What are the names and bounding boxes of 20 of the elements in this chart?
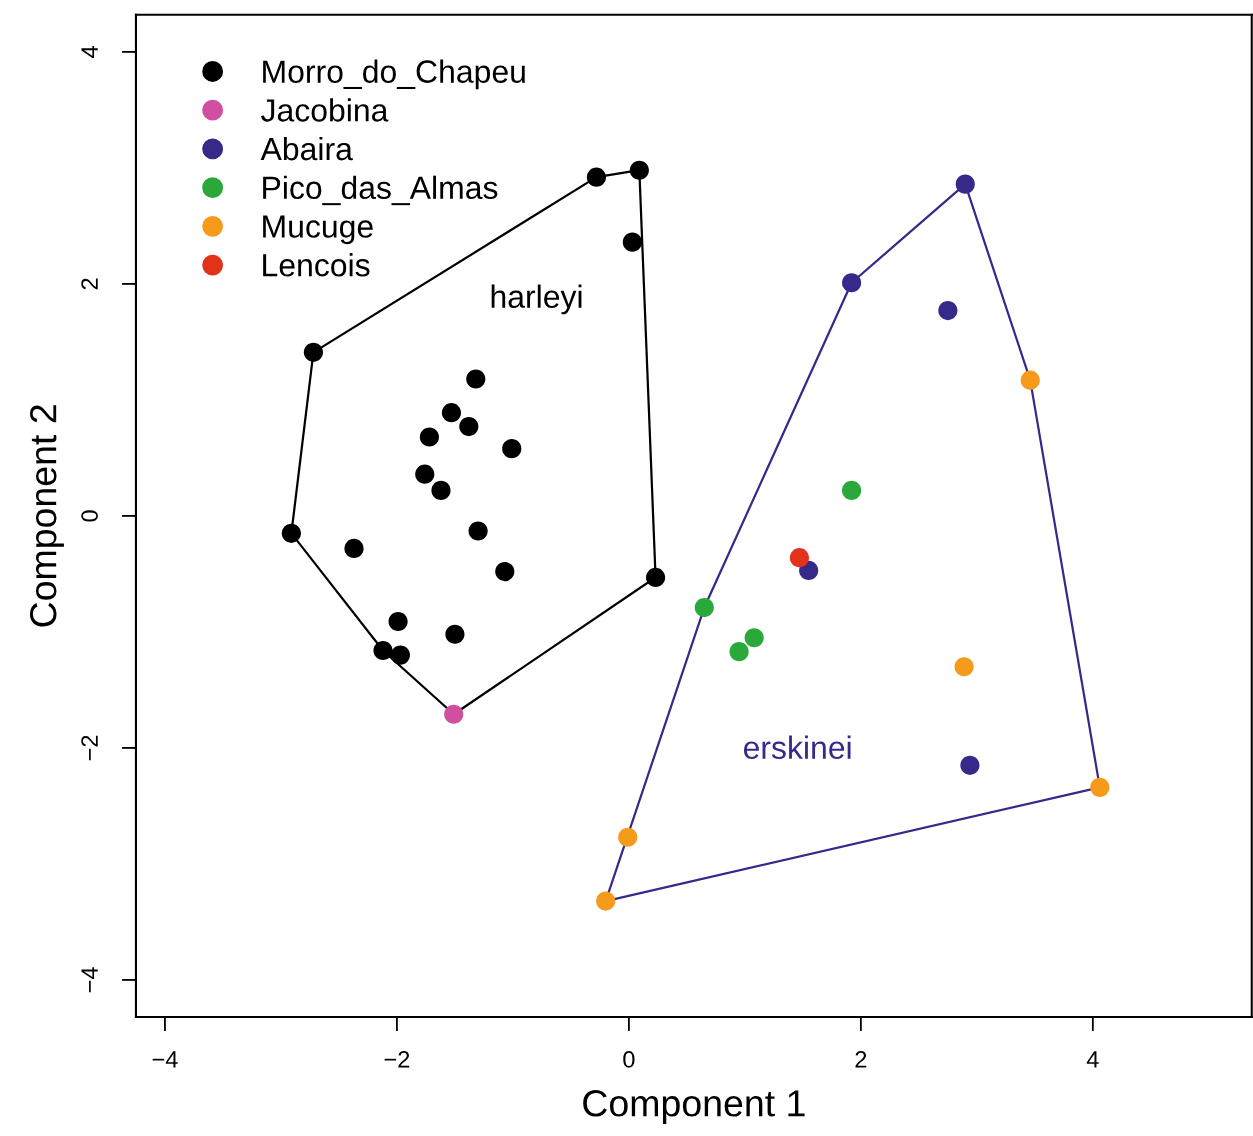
x-tick-label: 4 (1086, 1051, 1099, 1068)
annotation: harleyi (491, 284, 582, 315)
legend-label: Pico_das_Almas (263, 175, 498, 206)
legend-label: Abaira (260, 136, 353, 161)
annotation: erskinei (743, 735, 851, 760)
legend-label: Jacobina (261, 98, 389, 122)
legend-label: Mucuge (263, 215, 373, 245)
x-axis-title: Component 1 (583, 1090, 805, 1125)
y-tick-label: 0 (81, 510, 98, 522)
x-tick-label: 2 (855, 1051, 867, 1068)
y-tick-label: −4 (81, 967, 98, 993)
x-tick-label: 0 (623, 1051, 635, 1068)
y-axis-title: Component 2 (29, 405, 64, 627)
x-tick-label: −4 (152, 1051, 178, 1068)
y-tick-label: 2 (81, 278, 98, 290)
y-tick-label: 4 (81, 46, 98, 58)
x-tick-label: −2 (384, 1051, 410, 1068)
legend-label: Lencois (263, 253, 370, 277)
y-tick-label: −2 (81, 735, 98, 761)
legend-label: Morro_do_Chapeu (263, 59, 525, 90)
